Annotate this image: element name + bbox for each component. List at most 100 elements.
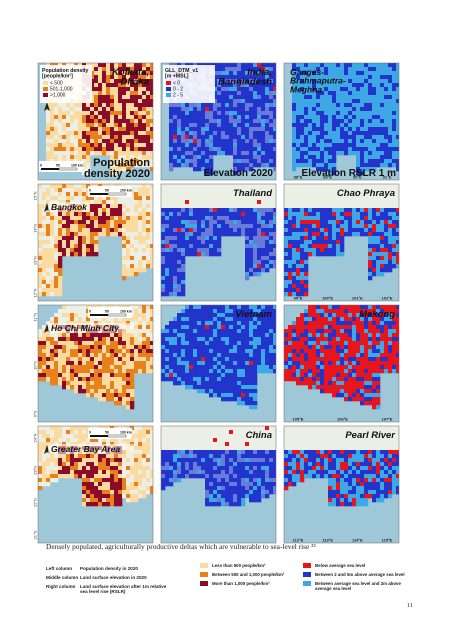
map-cell	[114, 220, 119, 225]
map-cell	[265, 139, 270, 144]
map-cell	[376, 212, 381, 217]
map-cell	[328, 127, 333, 132]
map-cell	[292, 99, 297, 104]
map-cell	[142, 349, 147, 354]
map-cell	[245, 155, 250, 160]
map-cell	[221, 357, 226, 362]
map-cell	[122, 155, 127, 160]
map-cell	[173, 268, 178, 273]
map-cell	[98, 131, 103, 136]
map-cell	[225, 228, 230, 233]
map-cell	[161, 208, 166, 213]
map-cell	[50, 345, 55, 350]
map-cell	[380, 95, 385, 100]
map-cell	[292, 232, 297, 237]
map-cell	[86, 147, 91, 152]
map-cell	[173, 139, 178, 144]
map-cell	[82, 171, 87, 176]
map-cell	[380, 196, 385, 201]
map-cell	[50, 107, 55, 112]
map-cell	[74, 147, 79, 152]
map-cell	[233, 119, 238, 124]
map-cell	[142, 252, 147, 257]
map-cell	[360, 91, 365, 96]
map-cell	[300, 192, 305, 197]
map-cell	[245, 99, 250, 104]
map-cell	[38, 345, 43, 350]
map-cell	[110, 71, 115, 76]
map-cell	[201, 333, 206, 338]
scale-bar	[41, 168, 59, 170]
map-cell	[185, 228, 190, 233]
map-cell	[130, 397, 135, 402]
map-cell	[130, 123, 135, 128]
map-cell	[102, 147, 107, 152]
map-cell	[360, 131, 365, 136]
map-cell	[46, 272, 51, 277]
map-cell	[161, 345, 166, 350]
map-cell	[348, 71, 353, 76]
map-cell	[372, 131, 377, 136]
map-cell	[46, 228, 51, 233]
map-cell	[50, 349, 55, 354]
map-cell	[229, 143, 234, 148]
map-cell	[265, 127, 270, 132]
map-cell	[110, 349, 115, 354]
map-cell	[328, 192, 333, 197]
map-cell	[114, 369, 119, 374]
map-cell	[189, 163, 194, 168]
map-cell	[344, 220, 349, 225]
map-cell	[336, 228, 341, 233]
map-cell	[142, 256, 147, 261]
map-cell	[90, 212, 95, 217]
map-cell	[205, 333, 210, 338]
map-cell	[118, 111, 123, 116]
map-cell	[169, 232, 174, 237]
map-cell	[392, 115, 397, 120]
map-cell	[284, 184, 289, 189]
map-cell	[114, 317, 119, 322]
map-cell	[300, 244, 305, 249]
map-cell	[360, 224, 365, 229]
map-cell	[384, 256, 389, 261]
map-cell	[126, 365, 131, 370]
map-cell	[380, 216, 385, 221]
map-cell	[308, 63, 313, 68]
map-cell	[241, 159, 246, 164]
map-cell	[38, 244, 43, 249]
map-cell	[50, 212, 55, 217]
map-cell	[348, 192, 353, 197]
map-cell	[340, 63, 345, 68]
map-cell	[110, 208, 115, 213]
map-cell	[308, 196, 313, 201]
map-cell	[205, 131, 210, 136]
map-cell	[161, 204, 166, 209]
map-cell	[368, 272, 373, 277]
map-cell	[74, 196, 79, 201]
map-cell	[110, 155, 115, 160]
map-cell	[181, 192, 186, 197]
map-cell	[372, 151, 377, 156]
map-cell	[134, 208, 139, 213]
map-cell	[249, 248, 254, 253]
map-cell	[320, 99, 325, 104]
map-cell	[110, 317, 115, 322]
map-cell	[265, 143, 270, 148]
map-cell	[205, 345, 210, 350]
map-cell	[118, 99, 123, 104]
map-cell	[308, 224, 313, 229]
map-cell	[193, 341, 198, 346]
map-cell	[177, 107, 182, 112]
map-cell	[368, 123, 373, 128]
map-cell	[388, 87, 393, 92]
map-cell	[320, 200, 325, 205]
map-cell	[86, 196, 91, 201]
map-cell	[324, 155, 329, 160]
legend-item: 0 - 2	[173, 87, 183, 93]
map-cell	[150, 151, 153, 156]
map-cell	[150, 99, 153, 104]
map-cell	[233, 228, 238, 233]
map-cell	[368, 256, 373, 261]
map-cell	[54, 143, 59, 148]
map-cell	[245, 216, 250, 221]
